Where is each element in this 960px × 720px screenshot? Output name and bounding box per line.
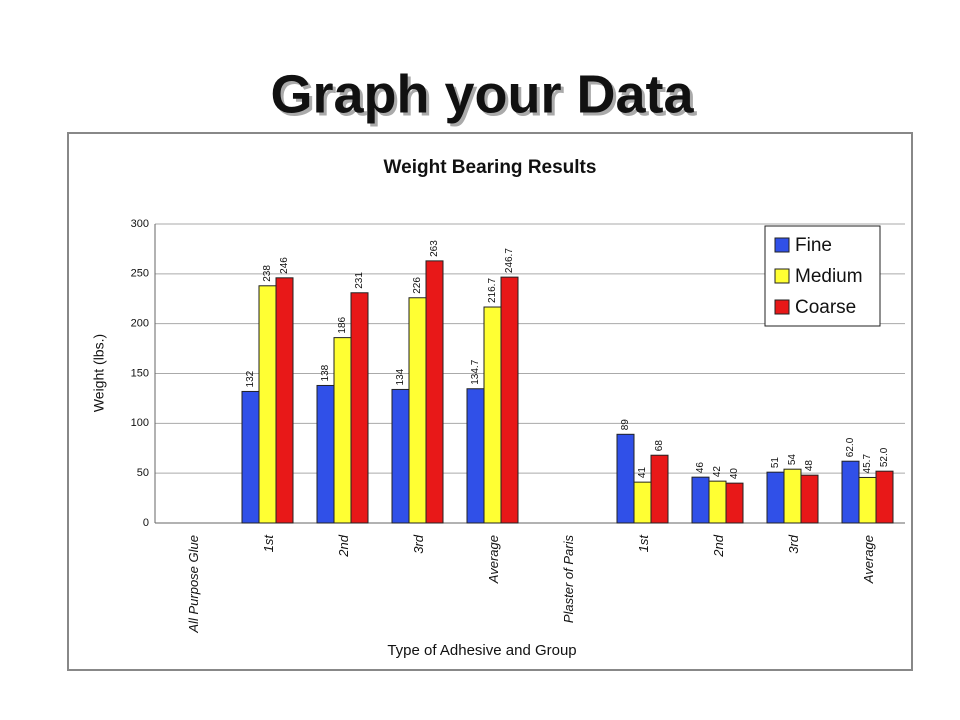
x-tick-label: 3rd bbox=[411, 534, 426, 554]
y-tick-label: 250 bbox=[131, 268, 149, 280]
bar bbox=[500, 276, 519, 524]
x-tick-label: 1st bbox=[261, 534, 276, 553]
x-tick-label: All Purpose Glue bbox=[186, 535, 201, 634]
data-label: 51 bbox=[770, 457, 781, 469]
y-tick-label: 0 bbox=[143, 517, 149, 529]
slide-title-shadow: Graph your Data bbox=[273, 67, 697, 127]
bar bbox=[725, 482, 744, 524]
data-label: 186 bbox=[337, 316, 348, 333]
data-label: 246 bbox=[279, 257, 290, 274]
legend-label: Coarse bbox=[795, 297, 856, 318]
data-label: 134 bbox=[395, 368, 406, 385]
x-tick-label: 2nd bbox=[711, 534, 726, 557]
x-tick-label: Average bbox=[486, 535, 501, 584]
slide-title: Graph your Data bbox=[270, 64, 694, 124]
bar bbox=[350, 292, 369, 524]
legend-swatch bbox=[774, 268, 790, 284]
bar bbox=[391, 388, 410, 524]
y-tick-label: 50 bbox=[137, 467, 149, 479]
data-label: 132 bbox=[245, 370, 256, 387]
bar bbox=[875, 470, 894, 524]
bar bbox=[616, 433, 635, 524]
bar bbox=[425, 260, 444, 524]
data-label: 226 bbox=[412, 277, 423, 294]
bar bbox=[841, 460, 860, 524]
bar bbox=[783, 468, 802, 524]
bar bbox=[708, 480, 727, 524]
data-label: 41 bbox=[637, 467, 648, 479]
data-label: 46 bbox=[695, 462, 706, 474]
data-label: 54 bbox=[787, 454, 798, 466]
data-label: 231 bbox=[354, 272, 365, 289]
data-label: 45.7 bbox=[862, 454, 873, 474]
y-axis-label: Weight (lbs.) bbox=[91, 334, 107, 412]
bar bbox=[800, 474, 819, 524]
data-label: 48 bbox=[804, 460, 815, 472]
chart-title: Weight Bearing Results bbox=[384, 157, 597, 178]
bar bbox=[333, 337, 352, 524]
data-label: 246.7 bbox=[504, 248, 515, 273]
bar bbox=[766, 471, 785, 524]
legend-label: Medium bbox=[795, 266, 863, 287]
bar bbox=[483, 306, 502, 524]
x-tick-label: Plaster of Paris bbox=[561, 535, 576, 624]
legend-swatch bbox=[774, 299, 790, 315]
bar bbox=[466, 388, 485, 524]
data-label: 263 bbox=[429, 240, 440, 257]
bar bbox=[858, 476, 877, 524]
bar bbox=[275, 277, 294, 524]
x-tick-label: 3rd bbox=[786, 534, 801, 554]
bar bbox=[633, 481, 652, 524]
bar bbox=[241, 390, 260, 524]
bar bbox=[691, 476, 710, 524]
y-tick-label: 100 bbox=[131, 417, 149, 429]
y-tick-label: 150 bbox=[131, 367, 149, 379]
data-label: 138 bbox=[320, 364, 331, 381]
bar bbox=[408, 297, 427, 524]
data-label: 62.0 bbox=[845, 437, 856, 457]
data-label: 68 bbox=[654, 440, 665, 452]
data-label: 40 bbox=[729, 468, 740, 480]
x-tick-label: 1st bbox=[636, 534, 651, 553]
data-label: 134.7 bbox=[470, 359, 481, 384]
bar bbox=[650, 454, 669, 524]
data-label: 89 bbox=[620, 419, 631, 431]
data-label: 42 bbox=[712, 466, 723, 478]
legend-swatch bbox=[774, 237, 790, 253]
x-axis-label: Type of Adhesive and Group bbox=[387, 642, 576, 659]
y-tick-label: 200 bbox=[131, 318, 149, 330]
y-tick-label: 300 bbox=[131, 218, 149, 230]
bar bbox=[258, 285, 277, 524]
data-label: 216.7 bbox=[487, 278, 498, 303]
data-label: 238 bbox=[262, 265, 273, 282]
x-tick-label: Average bbox=[861, 535, 876, 584]
data-label: 52.0 bbox=[879, 447, 890, 467]
legend-label: Fine bbox=[795, 235, 832, 256]
bar bbox=[316, 384, 335, 524]
x-tick-label: 2nd bbox=[336, 534, 351, 557]
